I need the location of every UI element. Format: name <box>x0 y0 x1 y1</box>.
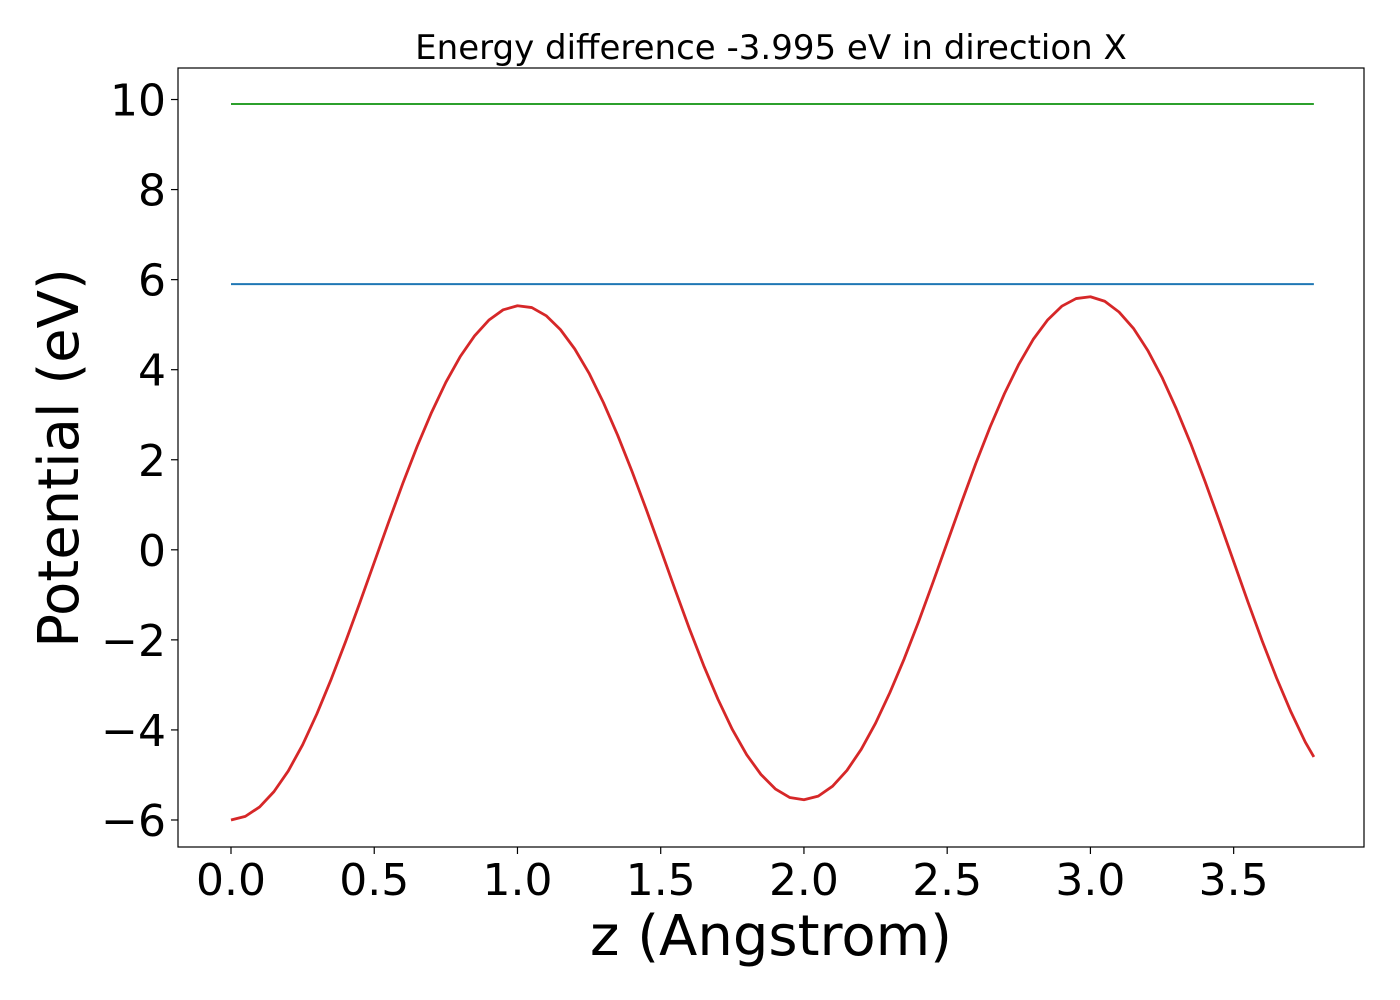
y-tick-label: 4 <box>138 346 166 397</box>
x-tick-label: 3.0 <box>1055 855 1125 906</box>
series-line-1 <box>230 295 1316 822</box>
plot-frame <box>177 67 1365 848</box>
y-tick-label: −6 <box>101 796 166 847</box>
y-tick-label: 0 <box>138 526 166 577</box>
series-layer <box>230 103 1316 822</box>
x-tick-label: 0.0 <box>196 855 266 906</box>
x-tick-label: 1.5 <box>626 855 696 906</box>
y-tick-label: −2 <box>101 616 166 667</box>
ticks-layer: 0.0 0.5 1.0 1.5 2.0 2.5 3.0 3.5 −6 −4 −2 0 2 4 6 8 10 <box>101 76 1269 906</box>
y-tick-label: 8 <box>138 166 166 217</box>
x-tick-label: 2.0 <box>769 855 839 906</box>
y-tick-label: 6 <box>138 256 166 307</box>
x-tick-label: 0.5 <box>339 855 409 906</box>
y-tick-label: 2 <box>138 436 166 487</box>
y-axis-label: Potential (eV) <box>27 268 92 648</box>
chart-title: Energy difference -3.995 eV in direction… <box>415 28 1127 68</box>
y-tick-label: −4 <box>101 706 166 757</box>
x-tick-label: 1.0 <box>482 855 552 906</box>
x-tick-label: 2.5 <box>912 855 982 906</box>
x-axis-label: z (Angstrom) <box>590 904 952 969</box>
x-tick-label: 3.5 <box>1199 855 1269 906</box>
y-tick-label: 10 <box>110 76 166 127</box>
